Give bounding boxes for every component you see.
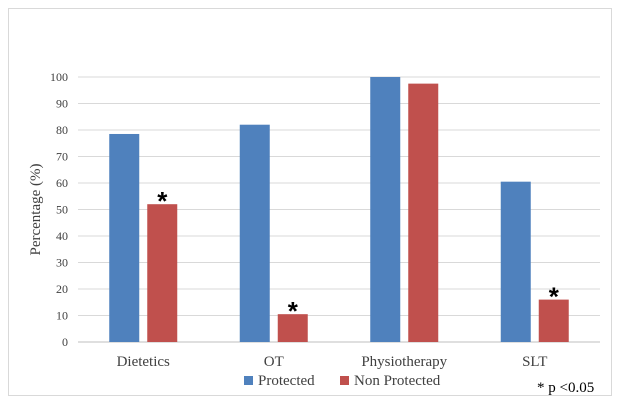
bar-physiotherapy-protected: [370, 77, 401, 342]
bar-dietetics-protected: [109, 133, 140, 342]
y-tick-label: 10: [56, 309, 68, 323]
y-tick-label: 50: [56, 203, 68, 217]
legend-label: Non Protected: [354, 373, 441, 389]
significance-asterisk: *: [549, 282, 560, 312]
bar-physiotherapy-non-protected: [408, 83, 439, 342]
significance-note: * p <0.05: [537, 380, 594, 396]
y-axis-label: Percentage (%): [28, 163, 44, 255]
bar-dietetics-non-protected: [147, 204, 178, 342]
x-category-label: Physiotherapy: [361, 354, 447, 370]
legend-swatch: [340, 376, 349, 385]
legend-label: Protected: [258, 373, 315, 389]
y-tick-label: 20: [56, 282, 68, 296]
bar-slt-non-protected: [538, 299, 569, 342]
x-category-label: Dietetics: [117, 354, 170, 370]
y-tick-label: 80: [56, 123, 68, 137]
y-tick-label: 0: [62, 335, 68, 349]
y-tick-label: 100: [50, 70, 68, 84]
significance-asterisk: *: [288, 296, 299, 326]
bar-slt-protected: [500, 181, 531, 342]
bar-ot-protected: [239, 124, 270, 342]
y-tick-label: 70: [56, 150, 68, 164]
significance-asterisk: *: [157, 186, 168, 216]
y-tick-label: 90: [56, 97, 68, 111]
x-category-label: OT: [264, 354, 284, 370]
y-tick-label: 60: [56, 176, 68, 190]
x-category-label: SLT: [522, 354, 547, 370]
y-tick-label: 40: [56, 229, 68, 243]
y-tick-label: 30: [56, 256, 68, 270]
bar-ot-non-protected: [277, 314, 308, 342]
legend-swatch: [244, 376, 253, 385]
